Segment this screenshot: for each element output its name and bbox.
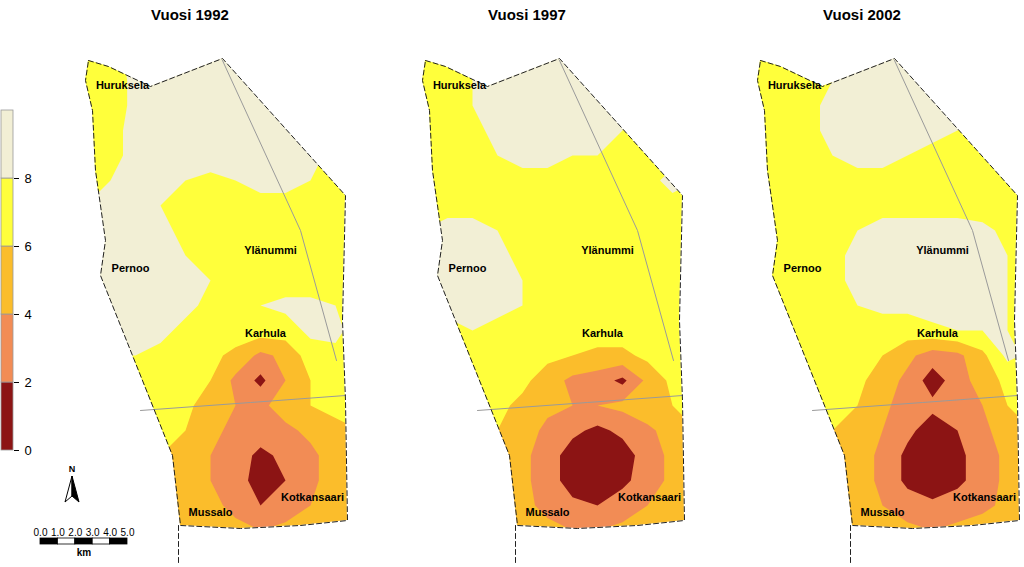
svg-text:3.0: 3.0 — [86, 527, 100, 538]
svg-text:Mussalo: Mussalo — [525, 506, 569, 518]
svg-text:5.0: 5.0 — [121, 527, 135, 538]
svg-text:1.0: 1.0 — [51, 527, 65, 538]
svg-text:4: 4 — [25, 307, 32, 322]
svg-text:Mussalo: Mussalo — [188, 506, 232, 518]
html-text:Vuosi 2002: Vuosi 2002 — [823, 6, 901, 23]
svg-text:6: 6 — [25, 239, 32, 254]
svg-text:0: 0 — [25, 443, 32, 458]
svg-text:Kotkansaari: Kotkansaari — [953, 491, 1016, 503]
svg-text:Mussalo: Mussalo — [860, 506, 904, 518]
svg-text:km: km — [77, 547, 92, 558]
svg-text:8: 8 — [25, 171, 32, 186]
svg-text:0.0: 0.0 — [34, 527, 48, 538]
svg-text:Huruksela: Huruksela — [768, 79, 822, 91]
svg-text:4.0: 4.0 — [103, 527, 117, 538]
svg-text:Pernoo: Pernoo — [112, 262, 150, 274]
svg-text:2: 2 — [25, 375, 32, 390]
svg-text:Huruksela: Huruksela — [433, 79, 487, 91]
svg-text:Ylänummi: Ylänummi — [916, 244, 969, 256]
svg-text:Ylänummi: Ylänummi — [581, 244, 634, 256]
svg-text:Kotkansaari: Kotkansaari — [618, 491, 681, 503]
svg-text:Ylänummi: Ylänummi — [244, 244, 297, 256]
html-text:Vuosi 1997: Vuosi 1997 — [488, 6, 566, 23]
svg-text:Kotkansaari: Kotkansaari — [281, 491, 344, 503]
svg-text:Pernoo: Pernoo — [449, 262, 487, 274]
svg-text:Karhula: Karhula — [245, 327, 287, 339]
svg-text:N: N — [69, 464, 76, 474]
html-text:Vuosi 1992: Vuosi 1992 — [151, 6, 229, 23]
svg-text:2.0: 2.0 — [68, 527, 82, 538]
svg-text:Karhula: Karhula — [917, 327, 959, 339]
svg-text:Pernoo: Pernoo — [784, 262, 822, 274]
svg-text:Karhula: Karhula — [582, 327, 624, 339]
svg-text:Huruksela: Huruksela — [96, 79, 150, 91]
